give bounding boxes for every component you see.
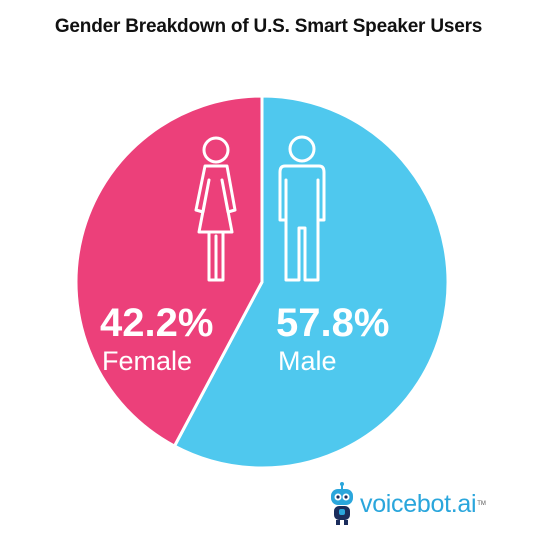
pie-slice-male: [172, 94, 450, 470]
brand-name: voicebot.ai: [360, 489, 477, 518]
voicebot-logo: voicebot.ai TM: [328, 482, 486, 526]
pie-slices: [74, 94, 450, 470]
brand-tld: .ai: [450, 489, 477, 518]
pie-slice-female: [74, 94, 264, 448]
chart-title: Gender Breakdown of U.S. Smart Speaker U…: [54, 16, 483, 37]
female-category-label: Female: [102, 346, 192, 376]
male-value-label: 57.8%: [276, 301, 389, 345]
male-figure-icon: [278, 135, 326, 282]
female-figure-icon: [194, 136, 237, 282]
robot-mascot-icon: [331, 482, 353, 525]
male-category-label: Male: [278, 346, 337, 376]
trademark-mark: TM: [477, 501, 486, 507]
slice-labels: 42.2%Female 57.8%Male: [100, 301, 389, 376]
female-value-label: 42.2%: [100, 301, 213, 345]
